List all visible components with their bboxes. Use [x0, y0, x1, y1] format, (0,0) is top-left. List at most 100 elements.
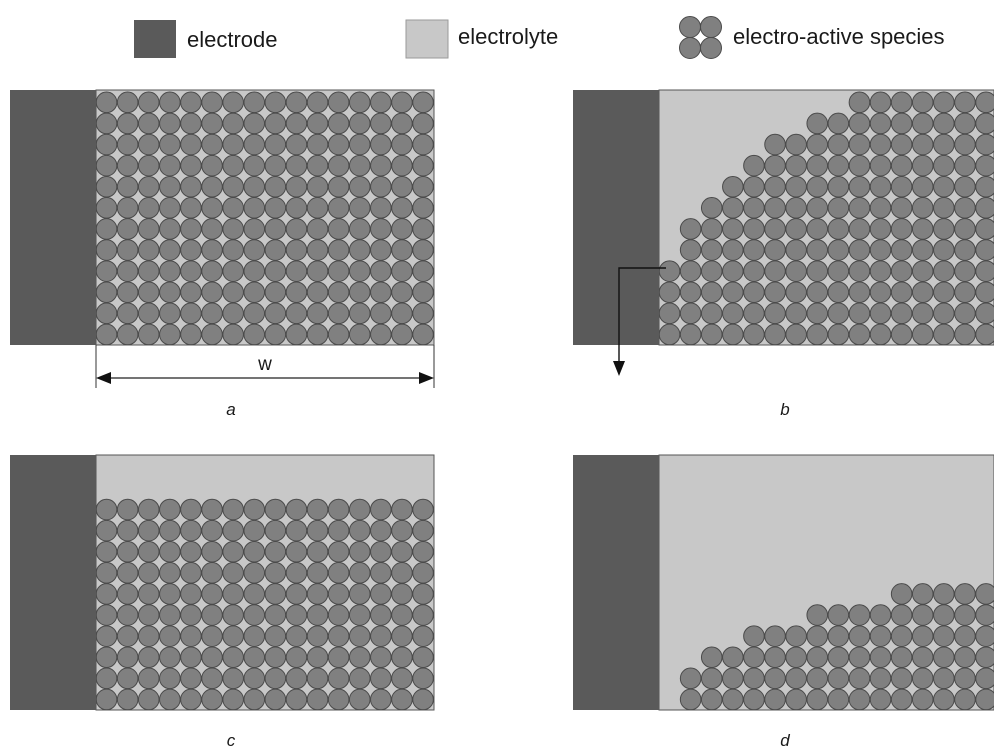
species-particle	[785, 625, 807, 647]
species-particle	[137, 239, 160, 261]
species-particle	[327, 197, 350, 219]
species-particle	[285, 175, 308, 198]
species-particle	[306, 562, 329, 584]
species-particle	[679, 667, 702, 690]
species-particle	[954, 175, 976, 198]
species-particle	[285, 197, 308, 219]
species-particle	[911, 175, 934, 198]
species-particle	[722, 175, 744, 198]
species-particle	[327, 281, 350, 304]
panel-a-species	[96, 91, 434, 345]
species-particle	[764, 646, 786, 669]
species-particle	[370, 562, 392, 584]
legend-electrode-swatch	[134, 20, 176, 58]
species-particle	[911, 239, 934, 261]
species-particle	[412, 540, 434, 563]
species-particle	[722, 688, 744, 710]
species-particle	[96, 281, 118, 304]
species-particle	[890, 667, 913, 690]
species-particle	[954, 302, 976, 325]
species-particle	[743, 667, 765, 690]
species-particle	[412, 498, 434, 521]
species-particle	[433, 569, 434, 577]
species-particle	[116, 625, 139, 647]
species-particle	[264, 540, 287, 563]
species-particle	[243, 133, 266, 156]
species-particle	[264, 519, 287, 542]
species-particle	[201, 583, 223, 605]
panel-c-label: c	[227, 731, 236, 750]
species-particle	[911, 91, 934, 114]
species-particle	[285, 646, 308, 669]
species-particle	[137, 112, 160, 135]
species-particle	[306, 197, 329, 219]
species-particle	[954, 133, 976, 156]
species-particle	[848, 197, 871, 219]
species-particle	[954, 604, 976, 626]
species-particle	[137, 281, 160, 304]
species-particle	[96, 175, 118, 198]
species-particle	[954, 583, 976, 605]
species-particle	[806, 646, 829, 669]
species-particle	[137, 604, 160, 626]
species-particle	[96, 688, 118, 710]
panel-b-species	[659, 91, 994, 345]
species-particle	[370, 625, 392, 647]
species-particle	[370, 197, 392, 219]
species-particle	[722, 218, 744, 240]
species-particle	[137, 540, 160, 563]
species-particle	[391, 133, 413, 156]
species-particle	[954, 197, 976, 219]
species-particle	[869, 302, 892, 325]
species-particle	[137, 498, 160, 521]
species-particle	[954, 91, 976, 114]
species-particle	[722, 646, 744, 669]
species-particle	[201, 91, 223, 114]
species-particle	[679, 218, 702, 240]
species-particle	[391, 688, 413, 710]
species-particle	[700, 688, 723, 710]
species-particle	[975, 260, 994, 282]
species-particle	[954, 688, 976, 710]
legend-electrode-label: electrode	[187, 27, 278, 52]
species-particle	[933, 260, 955, 282]
species-particle	[975, 281, 994, 304]
species-particle	[201, 540, 223, 563]
species-particle	[285, 667, 308, 690]
species-particle	[264, 112, 287, 135]
species-particle	[116, 667, 139, 690]
species-particle	[890, 583, 913, 605]
species-particle	[433, 526, 434, 535]
species-particle	[869, 625, 892, 647]
species-particle	[116, 519, 139, 542]
species-particle	[806, 154, 829, 177]
species-particle	[848, 218, 871, 240]
species-particle	[370, 667, 392, 690]
species-particle	[285, 498, 308, 521]
species-particle	[264, 260, 287, 282]
species-particle	[954, 625, 976, 647]
species-particle	[679, 688, 702, 710]
species-particle	[137, 133, 160, 156]
species-particle	[201, 218, 223, 240]
species-particle	[180, 197, 202, 219]
species-particle	[159, 197, 181, 219]
species-particle	[222, 260, 244, 282]
species-particle	[890, 175, 913, 198]
species-particle	[412, 154, 434, 177]
species-particle	[306, 133, 329, 156]
species-particle	[306, 667, 329, 690]
species-particle	[348, 302, 371, 325]
species-particle	[659, 260, 681, 282]
species-particle	[370, 218, 392, 240]
species-particle	[116, 583, 139, 605]
species-particle	[700, 646, 723, 669]
species-particle	[327, 667, 350, 690]
species-particle	[222, 239, 244, 261]
species-particle	[180, 175, 202, 198]
species-particle	[391, 323, 413, 345]
species-particle	[348, 218, 371, 240]
species-particle	[222, 91, 244, 114]
species-particle	[785, 688, 807, 710]
species-particle	[201, 323, 223, 345]
